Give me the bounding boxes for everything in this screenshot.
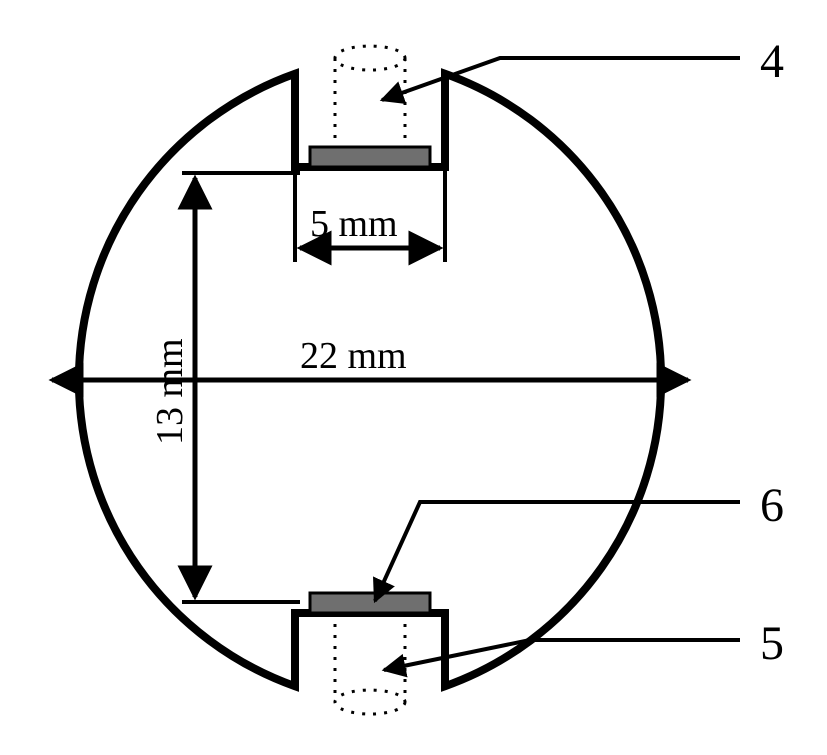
top-cylinder-dotted xyxy=(335,46,405,159)
top-bar xyxy=(310,147,430,167)
bottom-bar xyxy=(310,593,430,613)
callout-6: 6 xyxy=(375,479,784,601)
diagram-svg: 22 mm 5 mm 13 mm 4 6 5 xyxy=(0,0,827,755)
bottom-cylinder-dotted xyxy=(335,601,405,714)
callout-4-label: 4 xyxy=(760,35,784,88)
dim-diameter: 22 mm xyxy=(52,335,688,380)
dim-diameter-label: 22 mm xyxy=(300,335,407,377)
dim-center-distance-label: 13 mm xyxy=(149,338,191,445)
dim-slot-width: 5 mm xyxy=(295,167,445,262)
dim-slot-width-label: 5 mm xyxy=(310,203,398,245)
callout-6-label: 6 xyxy=(760,479,784,532)
callout-5-label: 5 xyxy=(760,617,784,670)
dim-center-distance: 13 mm xyxy=(149,173,300,602)
diagram-container: 22 mm 5 mm 13 mm 4 6 5 xyxy=(0,0,827,755)
